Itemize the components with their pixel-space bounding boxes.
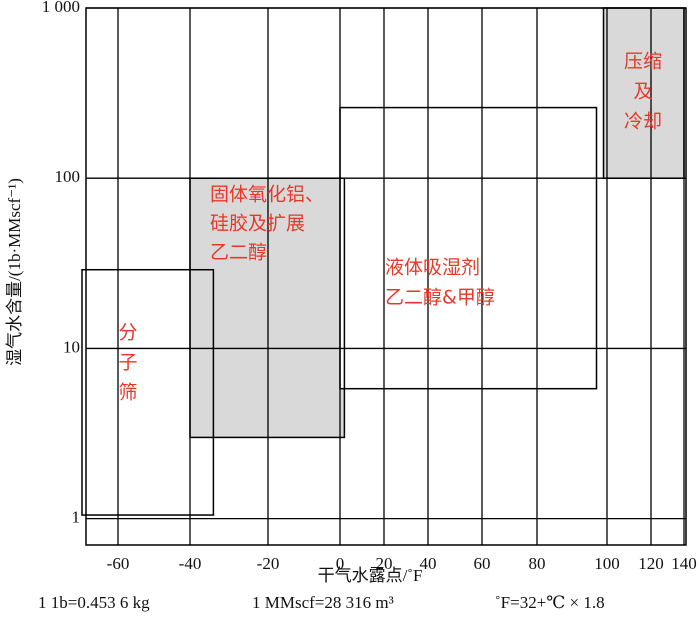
region-label: 冷却 [624,111,662,133]
x-tick-label: 80 [529,554,546,573]
x-tick-label: 0 [336,554,345,573]
region-outline [602,7,685,179]
region-label: 及 [633,81,652,103]
x-tick-label: 120 [638,554,664,573]
x-tick-label: -20 [257,554,280,573]
region [190,178,345,438]
region-label: 硅胶及扩展 [210,213,305,235]
x-tick-label: -60 [107,554,130,573]
region-label: 乙二醇&甲醇 [385,287,495,309]
note: 1 MMscf=28 316 m³ [252,593,394,612]
x-tick-label: 60 [474,554,491,573]
region [340,107,597,389]
region-label: 子 [118,352,137,374]
note: 1 1b=0.453 6 kg [38,593,150,612]
region-outline [189,177,346,439]
plot-frame [85,7,687,546]
region-label: 固体氧化铝、 [210,184,324,206]
y-tick-label: 1 [72,508,81,527]
region-label: 筛 [118,382,137,404]
y-tick-label: 100 [55,167,81,186]
region-outline [81,268,215,516]
x-tick-label: -40 [179,554,202,573]
note: ˚F=32+℃ × 1.8 [495,593,605,612]
region-label: 压缩 [624,51,662,73]
y-axis-label: 湿气水含量/(1b·MMscf⁻¹) [5,178,24,366]
region-label: 液体吸湿剂 [385,257,480,279]
x-tick-label: 20 [376,554,393,573]
x-tick-label: 100 [594,554,620,573]
x-tick-label: 40 [420,554,437,573]
y-tick-label: 1 000 [42,0,80,16]
region-label: 分 [118,322,137,344]
x-tick-label: 140 [671,554,697,573]
region [603,8,684,179]
x-axis-label: 干气水露点/˚F [318,566,423,585]
region-outline [339,106,598,390]
region-label: 乙二醇 [210,242,267,264]
y-tick-label: 10 [63,337,80,356]
